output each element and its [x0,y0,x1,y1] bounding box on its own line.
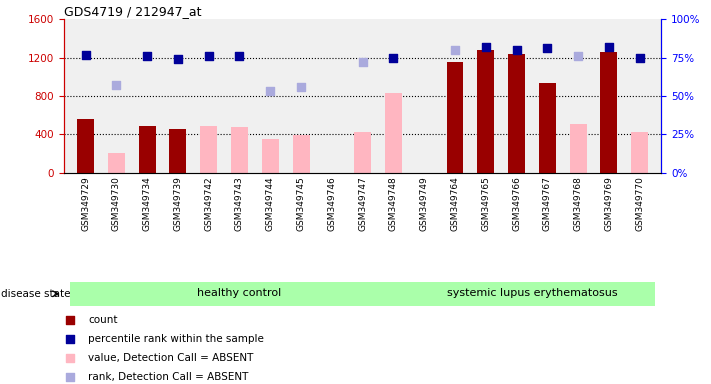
Text: GSM349769: GSM349769 [604,176,614,231]
Point [64,355,75,361]
Bar [139,126,156,173]
Text: value, Detection Call = ABSENT: value, Detection Call = ABSENT [88,353,253,363]
Bar [70,282,409,306]
Text: GSM349743: GSM349743 [235,176,244,231]
Point [172,56,183,62]
Text: GSM349747: GSM349747 [358,176,367,231]
Bar [539,83,556,173]
Point [542,45,553,51]
Point [80,51,91,58]
Text: healthy control: healthy control [198,288,282,298]
Text: count: count [88,315,117,325]
Point [449,47,461,53]
Bar [231,127,248,173]
Text: GSM349746: GSM349746 [327,176,336,231]
Text: GSM349765: GSM349765 [481,176,491,231]
Point [141,53,153,59]
Bar [600,52,617,173]
Point [203,53,215,59]
Text: percentile rank within the sample: percentile rank within the sample [88,334,264,344]
Bar [447,63,464,173]
Text: GDS4719 / 212947_at: GDS4719 / 212947_at [64,5,201,18]
Bar [169,129,186,173]
Point [111,82,122,88]
Point [572,53,584,59]
Point [510,47,522,53]
Bar [201,126,217,173]
Text: GSM349744: GSM349744 [266,176,274,231]
Point [64,336,75,342]
Text: GSM349745: GSM349745 [296,176,306,231]
Point [634,55,646,61]
Text: GSM349730: GSM349730 [112,176,121,231]
Text: systemic lupus erythematosus: systemic lupus erythematosus [447,288,617,298]
Bar [631,132,648,173]
Text: GSM349764: GSM349764 [451,176,459,231]
Point [264,88,276,94]
Bar [508,54,525,173]
Bar [570,124,587,173]
Bar [409,282,655,306]
Point [295,84,306,90]
Bar [354,132,371,173]
Text: GSM349766: GSM349766 [512,176,521,231]
Text: GSM349748: GSM349748 [389,176,398,231]
Bar [477,50,494,173]
Text: GSM349739: GSM349739 [173,176,183,231]
Point [357,59,368,65]
Point [64,374,75,380]
Point [64,317,75,323]
Point [234,53,245,59]
Text: GSM349768: GSM349768 [574,176,582,231]
Bar [77,119,94,173]
Point [480,44,491,50]
Point [603,44,614,50]
Bar [292,136,309,173]
Bar [262,139,279,173]
Text: GSM349742: GSM349742 [204,176,213,231]
Text: disease state: disease state [1,289,70,299]
Text: GSM349770: GSM349770 [635,176,644,231]
Text: rank, Detection Call = ABSENT: rank, Detection Call = ABSENT [88,372,248,382]
Text: GSM349734: GSM349734 [143,176,151,231]
Bar [385,93,402,173]
Bar [108,152,125,173]
Text: GSM349749: GSM349749 [419,176,429,231]
Point [387,55,399,61]
Text: GSM349767: GSM349767 [542,176,552,231]
Text: GSM349729: GSM349729 [81,176,90,231]
